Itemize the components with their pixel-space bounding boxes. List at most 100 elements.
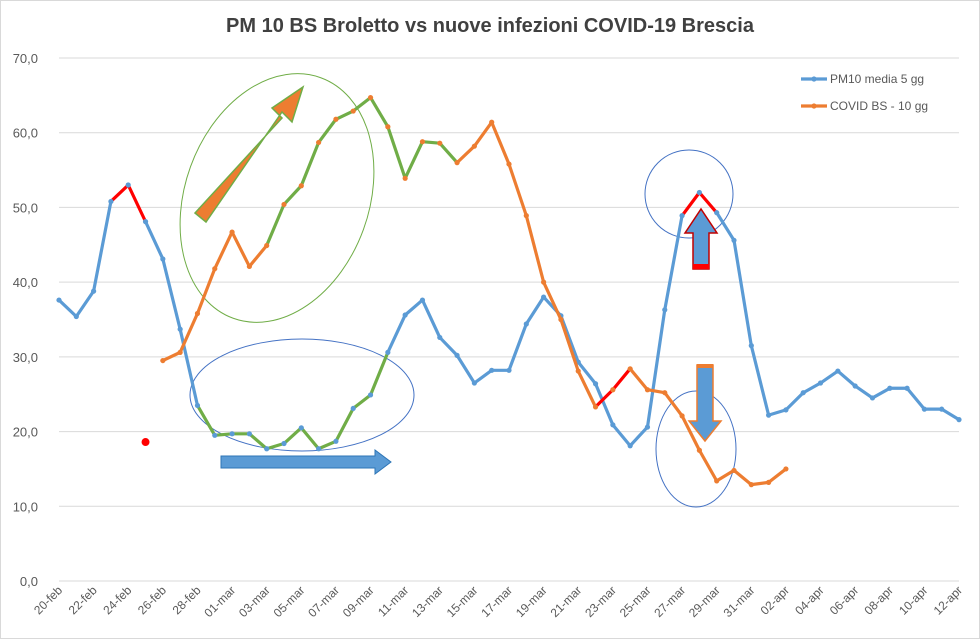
- series-segment: [507, 322, 528, 372]
- series-segment: [611, 423, 632, 448]
- legend: PM10 media 5 gg COVID BS - 10 gg: [801, 72, 928, 113]
- series-segment: [368, 350, 390, 397]
- covid-point: [662, 390, 668, 396]
- pm10-point: [56, 297, 62, 303]
- series-segment: [317, 439, 338, 451]
- series-segment: [680, 414, 701, 452]
- x-tick-label: 25-mar: [617, 583, 654, 620]
- y-tick-label: 40,0: [13, 275, 38, 290]
- pm10-point: [91, 288, 97, 294]
- peak-up-arrow: [683, 207, 719, 270]
- pm10-point: [662, 307, 668, 313]
- pm10-point: [177, 326, 183, 332]
- series-segment: [507, 162, 528, 218]
- pm10-point: [437, 334, 443, 341]
- x-tick-label: 19-mar: [513, 583, 550, 620]
- series-segment: [420, 140, 442, 145]
- x-tick-label: 27-mar: [651, 583, 688, 620]
- x-tick-label: 12-apr: [931, 583, 965, 617]
- series-segment: [282, 426, 303, 446]
- x-tick-label: 15-mar: [444, 583, 481, 620]
- series-segment: [576, 369, 598, 409]
- series-segment: [732, 238, 753, 348]
- series-segment: [784, 391, 805, 412]
- series-segment: [490, 120, 511, 166]
- x-tick-label: 05-mar: [271, 583, 308, 620]
- x-tick-label: 06-apr: [827, 583, 861, 617]
- series-segment: [438, 335, 459, 357]
- covid-point: [281, 201, 287, 208]
- series-segment: [247, 432, 269, 451]
- series-segment: [92, 199, 113, 293]
- y-tick-label: 20,0: [13, 425, 38, 440]
- x-tick-label: 31-mar: [721, 583, 758, 620]
- series-segment: [593, 388, 615, 409]
- series-segment: [161, 257, 182, 331]
- series-segment: [645, 308, 667, 429]
- pm10-point: [471, 380, 477, 386]
- series-segment: [386, 125, 407, 180]
- pm10-point: [454, 352, 460, 358]
- blue-ellipse: [189, 338, 415, 452]
- x-tick-label: 02-apr: [758, 583, 792, 617]
- series-segment: [749, 480, 771, 487]
- pm10-point: [316, 446, 322, 452]
- covid-point: [177, 349, 183, 355]
- series-segment: [57, 298, 78, 319]
- series-segment: [715, 211, 736, 242]
- series-segment: [576, 360, 598, 386]
- series-segment: [143, 220, 165, 261]
- series-segment: [265, 441, 286, 451]
- pm10-point: [489, 367, 495, 373]
- series-segment: [455, 353, 476, 385]
- y-tick-label: 60,0: [13, 126, 38, 141]
- x-tick-label: 29-mar: [686, 583, 723, 620]
- x-axis-ticks: 20-feb 22-feb 24-feb 26-feb 28-feb01-mar03-m…: [31, 583, 965, 620]
- covid-point: [783, 466, 789, 472]
- series-segment: [663, 214, 684, 312]
- covid-point: [298, 183, 304, 189]
- series-segment: [74, 289, 96, 319]
- series-segment: [351, 95, 373, 113]
- covid-point: [437, 140, 443, 146]
- x-tick-label: 04-apr: [792, 583, 826, 617]
- series-segment: [334, 109, 355, 121]
- x-tick-label: 07-mar: [305, 583, 342, 620]
- pm10-point: [73, 313, 79, 320]
- covid-point: [731, 467, 737, 474]
- pm10-point: [852, 383, 858, 389]
- pm10-point: [402, 312, 408, 318]
- covid-point: [679, 413, 685, 419]
- series-segment: [818, 369, 840, 385]
- legend-label: PM10 media 5 gg: [830, 72, 924, 86]
- series-segment: [524, 214, 546, 284]
- x-tick-label: 03-mar: [236, 583, 273, 620]
- series-segment: [265, 202, 286, 248]
- series-segment: [299, 140, 321, 188]
- series-segment: [386, 313, 407, 354]
- x-tick-label: 17-mar: [478, 583, 515, 620]
- series-segment: [178, 327, 200, 408]
- covid-point: [471, 143, 477, 149]
- covid-point: [627, 366, 633, 372]
- covid-point: [489, 119, 495, 125]
- series-segment: [836, 369, 857, 388]
- series-segment: [472, 368, 494, 385]
- pm10-point: [835, 368, 841, 374]
- pm10-point: [921, 406, 927, 412]
- covid-point: [610, 387, 616, 393]
- series-segment: [905, 386, 926, 411]
- series-segment: [732, 468, 753, 487]
- flat-trend-arrow: [220, 449, 392, 475]
- series-segment: [109, 183, 130, 204]
- drop-ellipse: [655, 390, 737, 508]
- series-segment: [593, 382, 615, 427]
- covid-point: [523, 213, 529, 219]
- pm10-point: [610, 422, 616, 428]
- series-segment: [767, 467, 788, 484]
- series-segment: [524, 295, 546, 326]
- series-segment: [645, 388, 667, 395]
- series-segment: [299, 426, 321, 451]
- covid-point: [575, 368, 581, 374]
